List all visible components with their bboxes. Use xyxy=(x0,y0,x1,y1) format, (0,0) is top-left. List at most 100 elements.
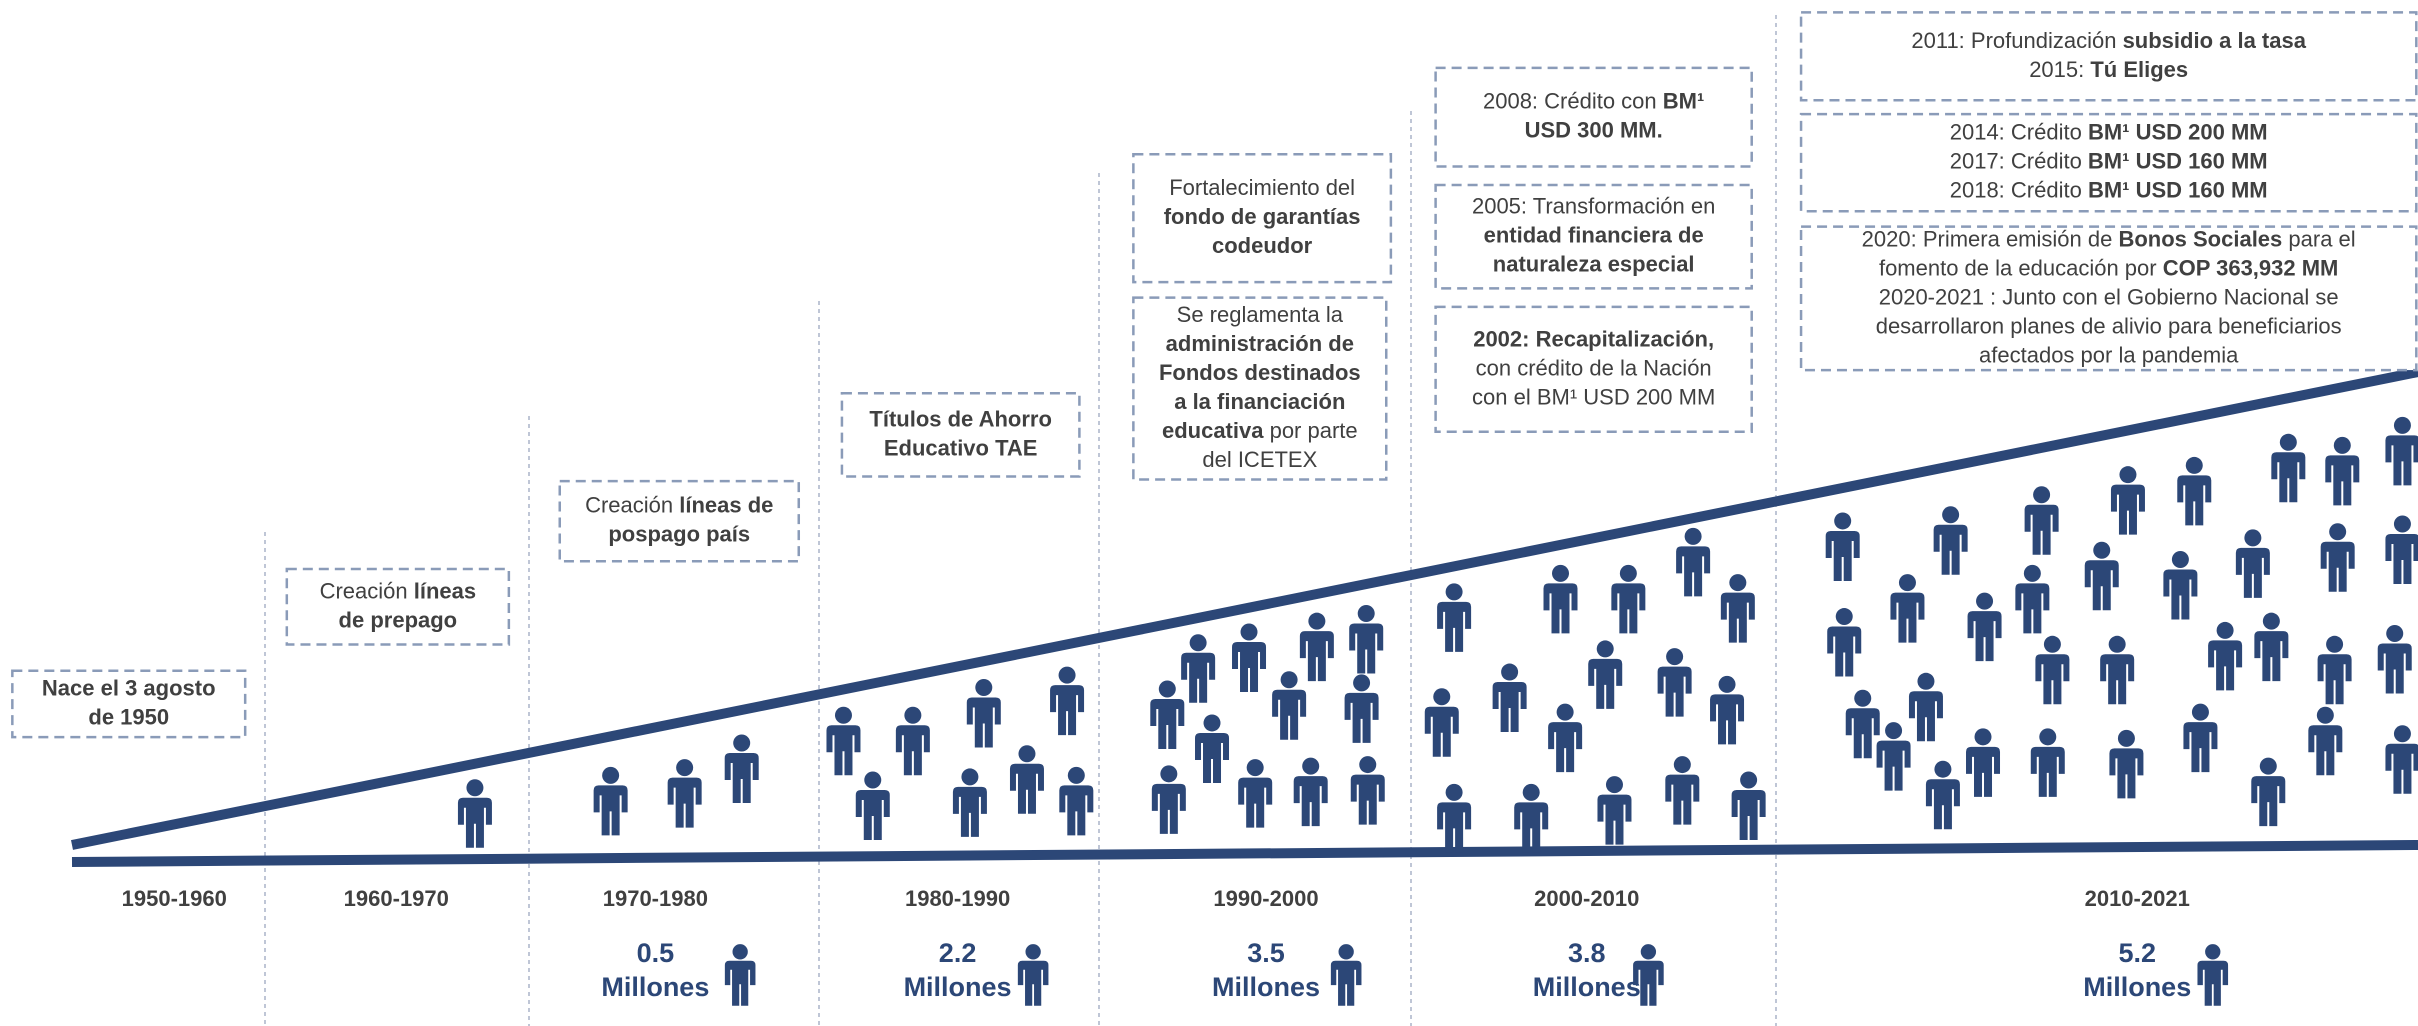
box-line: 2015: Tú Eliges xyxy=(2029,57,2188,82)
box-line: 2005: Transformación en xyxy=(1472,194,1715,219)
person-head xyxy=(1640,944,1657,960)
person-head xyxy=(1854,689,1872,707)
person-icon xyxy=(457,779,492,848)
person-body xyxy=(724,752,759,803)
person-icon xyxy=(2271,433,2306,503)
person-head xyxy=(1522,783,1540,801)
period-label: 2010-2021 xyxy=(2085,886,2190,911)
box-line: 2014: Crédito BM¹ USD 200 MM xyxy=(1950,119,2268,144)
box-text: BM¹ xyxy=(1663,89,1705,114)
count-unit: Millones xyxy=(601,972,709,1002)
person-body xyxy=(1543,583,1578,634)
person-head xyxy=(1445,583,1463,601)
box-text: para el xyxy=(2282,226,2355,251)
box-text: líneas de xyxy=(679,493,773,518)
person-body xyxy=(2251,776,2286,827)
person-body xyxy=(1437,802,1472,853)
text-box xyxy=(1434,305,1753,434)
person-icon xyxy=(1925,760,1960,830)
box-text: pospago país xyxy=(608,522,750,547)
person-head xyxy=(602,766,620,784)
person-head xyxy=(1729,574,1747,592)
box-text: 2005: Transformación en xyxy=(1472,194,1715,219)
person-body xyxy=(2177,475,2212,526)
box-line: naturaleza especial xyxy=(1493,252,1695,277)
person-body xyxy=(826,725,861,776)
box-text: Creación xyxy=(320,578,414,603)
box-line: codeudor xyxy=(1212,233,1313,258)
person-body xyxy=(1151,783,1186,834)
person-icon xyxy=(1232,623,1267,692)
person-body xyxy=(2163,569,2198,620)
person-body xyxy=(2197,960,2229,1006)
person-head xyxy=(1067,766,1085,784)
person-head xyxy=(1684,527,1702,545)
person-body xyxy=(667,777,702,828)
person-icon xyxy=(1424,688,1459,757)
person-head xyxy=(1338,944,1354,960)
person-head xyxy=(2259,757,2277,775)
person-body xyxy=(2320,541,2355,592)
text-box xyxy=(1132,296,1388,481)
person-body xyxy=(1299,631,1334,682)
box-text: BM¹ xyxy=(2088,148,2130,173)
person-head xyxy=(2023,564,2041,582)
person-body xyxy=(1908,691,1943,742)
box-text: entidad financiera de xyxy=(1484,223,1704,248)
box-line: Fondos destinados xyxy=(1159,360,1361,385)
person-icon xyxy=(1710,675,1745,745)
person-body xyxy=(1181,652,1216,703)
person-body xyxy=(1633,960,1664,1006)
box-text: Tú Eliges xyxy=(2090,57,2188,82)
person-icon xyxy=(1238,759,1273,828)
count-value: 3.8 xyxy=(1568,938,1606,968)
person-icon xyxy=(952,768,987,837)
box-line: desarrollaron planes de alivio para bene… xyxy=(1876,313,2342,338)
person-body xyxy=(2377,643,2412,694)
person-icon xyxy=(1009,745,1044,814)
box-text: por parte xyxy=(1263,418,1357,443)
box-line: 2018: Crédito BM¹ USD 160 MM xyxy=(1950,177,2268,202)
box-text: Bonos Sociales xyxy=(2118,226,2282,251)
person-head xyxy=(1280,671,1298,689)
person-head xyxy=(1445,783,1463,801)
box-text: fomento de la educación por xyxy=(1879,255,2163,280)
person-body xyxy=(1238,777,1273,828)
period-label: 1990-2000 xyxy=(1213,886,1318,911)
box-text: 2002: Recapitalización, xyxy=(1473,326,1714,351)
person-icon xyxy=(2235,529,2270,598)
person-body xyxy=(593,785,628,836)
box-line: afectados por la pandemia xyxy=(1979,342,2239,367)
person-body xyxy=(2317,654,2352,705)
person-icon xyxy=(2325,436,2360,506)
person-body xyxy=(1009,763,1044,814)
box-line: con el BM¹ USD 200 MM xyxy=(1472,384,1715,409)
text-box xyxy=(558,479,801,563)
box-text: 2020-2021 : Junto con el Gobierno Nacion… xyxy=(1879,284,2339,309)
person-body xyxy=(2024,504,2059,555)
box-line: fondo de garantías xyxy=(1164,204,1361,229)
person-icon xyxy=(1150,680,1185,750)
person-body xyxy=(1720,592,1755,643)
person-icon xyxy=(1299,612,1334,682)
person-head xyxy=(975,678,993,696)
person-icon xyxy=(1330,944,1362,1006)
person-head xyxy=(1673,756,1691,774)
person-body xyxy=(1017,960,1049,1006)
person-icon xyxy=(1665,756,1700,825)
count-value: 5.2 xyxy=(2118,938,2156,968)
person-body xyxy=(2385,743,2418,794)
person-icon xyxy=(1845,689,1880,759)
box-text: BM¹ USD 160 MM xyxy=(2088,177,2268,202)
person-head xyxy=(1834,512,1852,530)
person-icon xyxy=(1059,766,1094,836)
person-head xyxy=(1189,634,1207,652)
box-text: 2018: Crédito xyxy=(1950,177,2088,202)
period-label: 1970-1980 xyxy=(603,886,708,911)
person-body xyxy=(1059,785,1094,836)
person-icon xyxy=(1908,672,1943,742)
person-icon xyxy=(1676,527,1711,597)
period-label: 1980-1990 xyxy=(905,886,1010,911)
box-line: Se reglamenta la xyxy=(1177,302,1344,327)
person-icon xyxy=(1720,574,1755,643)
